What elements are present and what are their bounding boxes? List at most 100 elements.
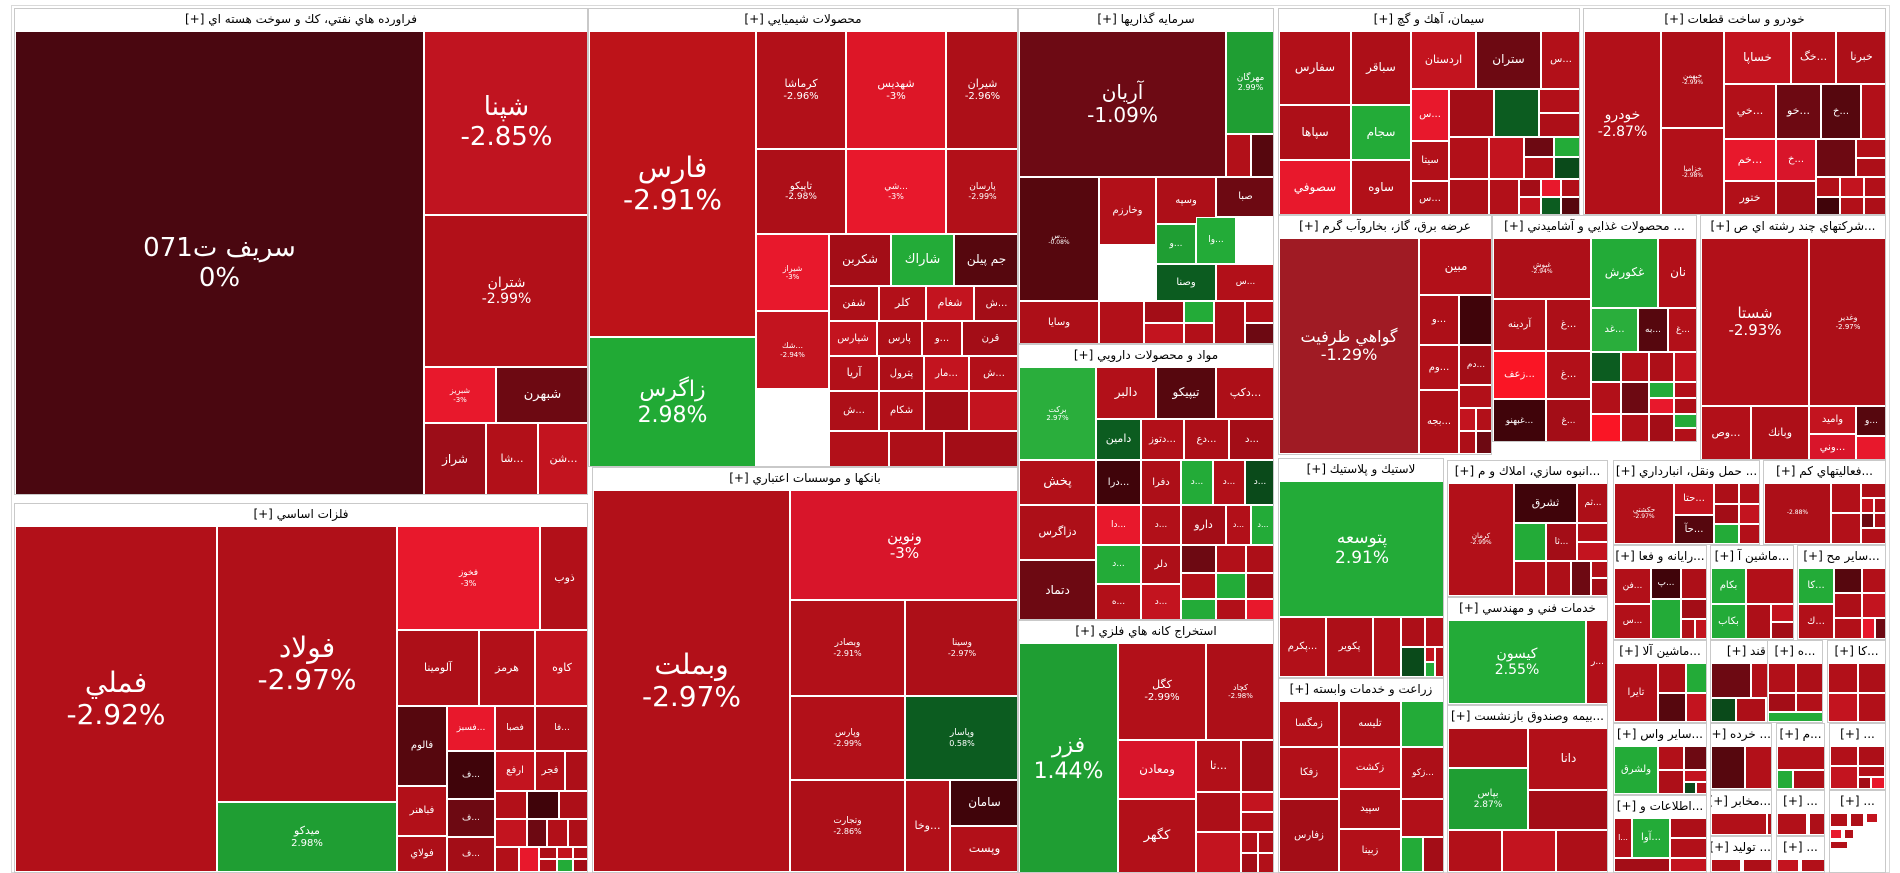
stock-tile[interactable] [1181,599,1216,619]
stock-tile[interactable] [1684,770,1706,782]
stock-tile-...س[interactable]: ...س -0.08% [1019,177,1099,301]
stock-tile-وبملت[interactable]: وبملت -2.97% [593,490,790,872]
stock-tile[interactable] [1459,431,1476,454]
stock-tile[interactable] [1864,197,1885,214]
stock-tile[interactable] [1476,431,1491,454]
stock-tile[interactable] [1856,139,1885,158]
stock-tile[interactable] [1144,323,1184,343]
stock-tile[interactable] [1866,813,1878,823]
stock-tile-...غد[interactable]: ...غد [1591,308,1638,352]
stock-tile-نان[interactable]: نان [1658,238,1696,308]
stock-tile-پكوير[interactable]: پكوير [1326,617,1373,677]
sector-header-computer[interactable]: ...رايانه و فعا [+] [1614,546,1706,568]
stock-tile-شكام[interactable]: شكام [879,391,924,431]
stock-tile-سفارس[interactable]: سفارس [1279,31,1351,105]
stock-tile-...و[interactable]: ...و [922,321,962,356]
stock-tile-هرمز[interactable]: هرمز [479,630,535,706]
stock-tile-...د[interactable]: ...د [1141,584,1181,619]
stock-tile[interactable] [1649,382,1674,398]
stock-tile[interactable] [1771,604,1793,622]
stock-tile[interactable] [924,391,969,431]
stock-tile-زمگسا[interactable]: زمگسا [1279,701,1339,747]
stock-tile[interactable] [1684,782,1696,794]
stock-tile-...فن[interactable]: ...فن [1614,568,1651,604]
stock-tile[interactable] [1649,352,1674,382]
stock-tile-...وخا[interactable]: ...وخا [905,780,950,872]
stock-tile[interactable] [1856,436,1885,459]
stock-tile[interactable] [1651,599,1681,639]
sector-header-machinery-a[interactable]: ...ماشين آ [+] [1711,546,1793,568]
stock-tile[interactable] [1621,352,1649,382]
stock-tile[interactable] [1834,593,1862,618]
stock-tile-ولشرق[interactable]: ولشرق [1614,746,1658,794]
stock-tile[interactable] [1670,818,1706,838]
stock-tile-...دتوز[interactable]: ...دتوز [1141,419,1184,460]
stock-tile-فملي[interactable]: فملي -2.92% [15,526,217,872]
stock-tile-...س[interactable]: ...س [1614,604,1651,639]
sector-header-agriculture[interactable]: زراعت و خدمات وابسته [+] [1279,679,1443,701]
stock-tile[interactable] [1711,746,1745,789]
stock-tile[interactable] [1739,524,1759,544]
stock-tile[interactable] [1216,599,1246,619]
stock-tile-جم پيلن[interactable]: جم پيلن [954,234,1017,286]
stock-tile[interactable] [1834,568,1862,593]
stock-tile-فولاي[interactable]: فولاي [397,836,447,872]
stock-tile-مبين[interactable]: مبين [1419,238,1491,295]
stock-tile-بكام[interactable]: بكام [1711,568,1746,604]
stock-tile[interactable] [568,819,587,847]
stock-tile-تايرا[interactable]: تايرا [1614,663,1658,722]
stock-tile-ميدكو[interactable]: ميدكو 2.98% [217,802,397,872]
sector-header-cement[interactable]: سيمان، آهك و گچ [+] [1279,9,1579,31]
stock-tile[interactable] [1561,179,1579,197]
stock-tile[interactable] [495,819,527,847]
stock-tile-فزر[interactable]: فزر 1.44% [1019,643,1118,872]
stock-tile-...زعف[interactable]: ...زعف [1493,351,1546,399]
stock-tile-...س[interactable]: ...س [1411,89,1449,141]
sector-header-metals[interactable]: فلزات اساسي [+] [15,504,587,526]
sector-header-banks[interactable]: بانكها و موسسات اعتباري [+] [593,468,1017,490]
stock-tile[interactable] [573,859,587,872]
stock-tile-سصوفي[interactable]: سصوفي [1279,160,1351,214]
stock-tile-...د[interactable]: ...د [1213,460,1245,505]
stock-tile[interactable] [1856,158,1885,177]
stock-tile[interactable] [1674,352,1696,382]
stock-tile-دارو[interactable]: دارو [1181,505,1226,545]
stock-tile-شپارس[interactable]: شپارس [829,321,877,356]
stock-tile-...خم[interactable]: ...خم [1724,139,1776,181]
stock-tile[interactable] [539,859,557,872]
stock-tile-غكورش[interactable]: غكورش [1591,238,1658,308]
stock-tile-...وم[interactable]: ...وم [1419,345,1459,390]
stock-tile[interactable] [1459,295,1491,345]
stock-tile[interactable] [1401,647,1425,677]
sector-header-insurance[interactable]: ...بيمه وصندوق بازنشست [+] [1448,706,1607,728]
stock-tile[interactable] [495,791,527,819]
sector-header-other-products[interactable]: ...ساير مح [+] [1798,546,1885,568]
stock-tile-كچاد[interactable]: كچاد -2.98% [1206,643,1273,740]
stock-tile[interactable] [1591,382,1621,414]
stock-tile[interactable] [1670,858,1706,872]
stock-tile-ستران[interactable]: ستران [1476,31,1541,89]
stock-tile[interactable] [1768,712,1822,722]
stock-tile[interactable] [1850,813,1864,827]
stock-tile-...دع[interactable]: ...دع [1184,419,1229,460]
stock-tile-كگهر[interactable]: كگهر [1118,799,1196,872]
stock-tile[interactable] [1539,113,1579,137]
stock-tile-وپاسار[interactable]: وپاسار 0.58% [905,696,1017,780]
stock-tile[interactable] [1541,197,1561,214]
stock-tile[interactable] [1196,792,1241,832]
stock-tile[interactable] [1554,137,1579,157]
stock-tile-زكشت[interactable]: زكشت [1339,747,1401,789]
stock-tile[interactable] [1816,197,1840,214]
stock-tile[interactable] [1831,483,1861,513]
stock-tile-...د[interactable]: ...د [1181,460,1213,505]
stock-tile[interactable] [1246,599,1273,619]
stock-tile[interactable] [1502,830,1556,872]
sector-header-other-financial[interactable]: ...ساير واس [+] [1614,724,1706,746]
stock-tile[interactable] [1771,622,1793,639]
stock-tile-...دكپ[interactable]: ...دكپ [1216,367,1273,419]
stock-tile[interactable] [1796,693,1822,712]
stock-tile[interactable] [1674,428,1696,441]
stock-tile-فارس[interactable]: فارس -2.91% [589,31,756,337]
stock-tile-...غ[interactable]: ...غ [1546,399,1591,441]
stock-tile[interactable] [1862,593,1885,618]
